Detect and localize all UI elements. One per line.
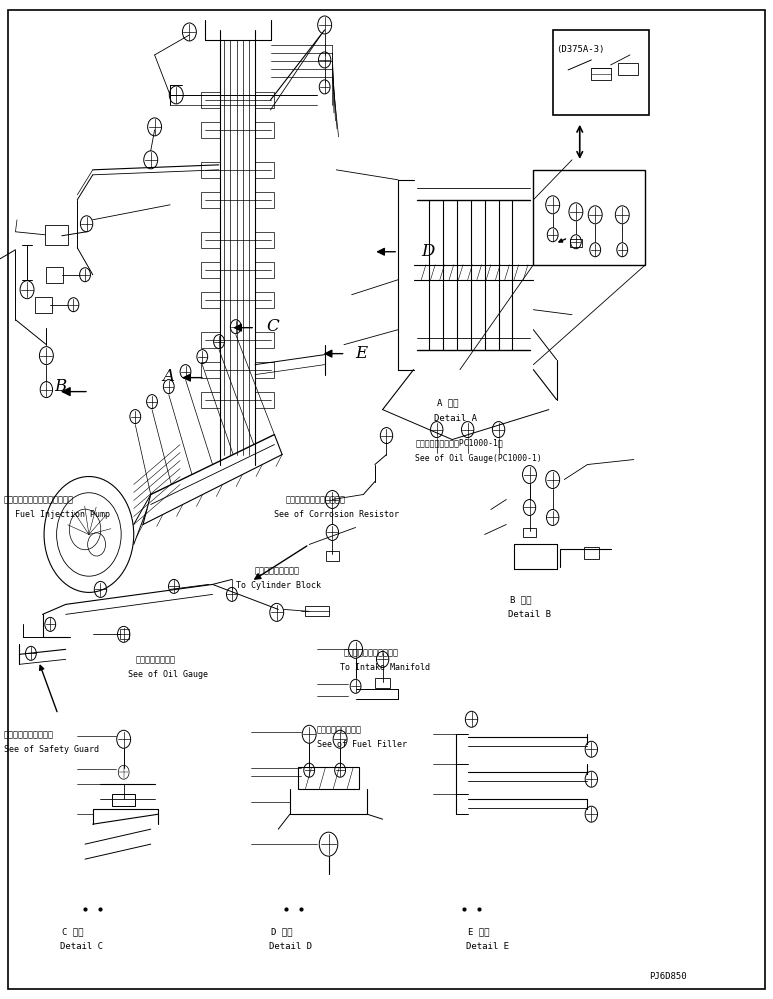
Bar — [201, 392, 220, 408]
Bar — [305, 606, 329, 616]
Bar — [112, 794, 135, 806]
Text: セーフティガード参照: セーフティガード参照 — [4, 730, 54, 739]
Bar — [326, 551, 339, 561]
Text: オイルゲージ参照: オイルゲージ参照 — [135, 655, 175, 664]
Text: Detail E: Detail E — [466, 942, 509, 951]
Text: E: E — [356, 345, 368, 362]
Text: C: C — [267, 318, 279, 335]
Bar — [201, 262, 220, 278]
Bar — [298, 767, 359, 789]
Bar — [618, 63, 638, 75]
Text: B: B — [54, 378, 66, 395]
Bar — [201, 292, 220, 308]
Text: See of Oil Gauge(PC1000-1): See of Oil Gauge(PC1000-1) — [415, 454, 542, 463]
Bar — [553, 30, 649, 115]
Text: C 詳細: C 詳細 — [62, 927, 83, 936]
Bar — [584, 547, 599, 559]
Bar — [255, 162, 274, 178]
Bar — [201, 332, 220, 348]
Text: フェルインジェクションポンプ: フェルインジェクションポンプ — [4, 496, 74, 504]
Text: Fuel Injection Pump: Fuel Injection Pump — [15, 510, 111, 519]
Bar — [255, 292, 274, 308]
Bar — [255, 92, 274, 108]
Text: シリンダブロックへ: シリンダブロックへ — [255, 566, 300, 575]
Text: A 詳細: A 詳細 — [437, 399, 458, 408]
Text: コロージョンレジスタ参照: コロージョンレジスタ参照 — [286, 496, 346, 504]
Bar — [255, 122, 274, 138]
Text: See of Oil Gauge: See of Oil Gauge — [128, 670, 207, 679]
Bar — [570, 239, 582, 247]
Text: (D375A-3): (D375A-3) — [557, 45, 605, 54]
Text: To Intake Manifold: To Intake Manifold — [340, 663, 430, 672]
Bar — [35, 297, 52, 313]
Text: A: A — [162, 368, 175, 385]
Bar — [201, 192, 220, 208]
Bar — [523, 528, 536, 537]
Bar — [255, 392, 274, 408]
Bar — [201, 362, 220, 378]
Bar — [533, 170, 645, 265]
Bar — [201, 122, 220, 138]
Bar — [255, 332, 274, 348]
Text: PJ6D850: PJ6D850 — [649, 972, 687, 981]
Bar — [375, 678, 390, 688]
Bar — [255, 362, 274, 378]
Text: See of Fuel Filler: See of Fuel Filler — [317, 740, 407, 749]
Text: インテークマニホルドへ: インテークマニホルドへ — [344, 648, 399, 657]
Text: Detail D: Detail D — [269, 942, 312, 951]
Text: B 詳細: B 詳細 — [510, 595, 532, 604]
Bar — [120, 629, 129, 639]
Bar — [201, 232, 220, 248]
Text: Detail B: Detail B — [508, 610, 551, 619]
Text: E 詳細: E 詳細 — [468, 927, 489, 936]
Bar — [46, 267, 63, 283]
Text: フェルフィルタ参照: フェルフィルタ参照 — [317, 725, 362, 734]
Text: D: D — [421, 243, 434, 260]
Bar — [255, 192, 274, 208]
Bar — [201, 92, 220, 108]
Text: Detail C: Detail C — [60, 942, 103, 951]
Text: See of Corrosion Resistor: See of Corrosion Resistor — [274, 510, 400, 519]
Bar — [45, 225, 68, 245]
Bar — [201, 162, 220, 178]
Bar — [255, 232, 274, 248]
Bar — [591, 68, 611, 80]
Text: To Cylinder Block: To Cylinder Block — [236, 581, 321, 590]
Text: D 詳細: D 詳細 — [271, 927, 292, 936]
Text: Detail A: Detail A — [434, 414, 478, 423]
Text: オイルゲージ参照（PC1000-1）: オイルゲージ参照（PC1000-1） — [415, 439, 503, 448]
Text: See of Safety Guard: See of Safety Guard — [4, 745, 99, 754]
Bar — [255, 262, 274, 278]
